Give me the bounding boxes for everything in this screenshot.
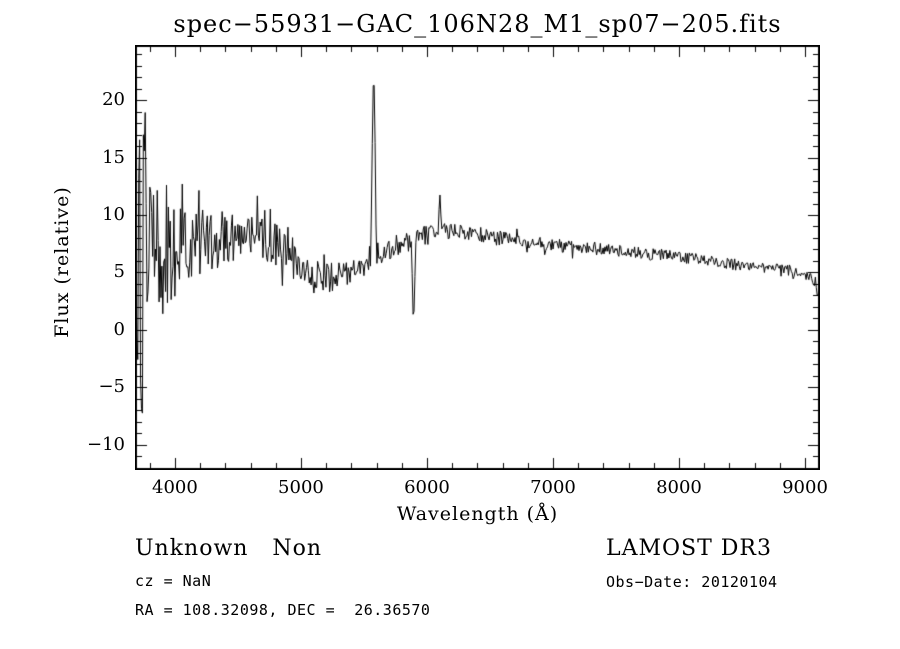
x-axis-label: Wavelength (Å): [396, 503, 559, 525]
y-axis-label: Flux (relative): [51, 186, 73, 338]
y-tick-label: 15: [102, 146, 125, 168]
survey-label: LAMOST DR3: [606, 536, 772, 561]
y-tick-label: 20: [102, 89, 125, 111]
y-tick-label: 10: [102, 204, 125, 225]
obs-date: Obs−Date: 20120104: [606, 573, 778, 591]
y-tick-label: 0: [113, 318, 125, 340]
x-tick-label: 6000: [404, 477, 450, 498]
plot-area: [135, 45, 820, 470]
classification-label: Unknown Non: [135, 536, 323, 561]
cz-value: cz = NaN: [135, 572, 212, 590]
x-tick-label: 7000: [530, 477, 576, 498]
x-tick-label: 5000: [278, 477, 324, 498]
x-tick-label: 8000: [656, 477, 702, 498]
x-tick-label: 9000: [782, 477, 828, 498]
y-tick-label: 5: [113, 261, 125, 283]
plot-title: spec−55931−GAC_106N28_M1_sp07−205.fits: [173, 10, 782, 38]
ra-dec-value: RA = 108.32098, DEC = 26.36570: [135, 601, 431, 619]
y-tick-label: −5: [98, 376, 125, 398]
x-tick-label: 4000: [152, 477, 198, 498]
spectrum-canvas: [135, 45, 820, 470]
y-tick-label: −10: [87, 433, 125, 455]
